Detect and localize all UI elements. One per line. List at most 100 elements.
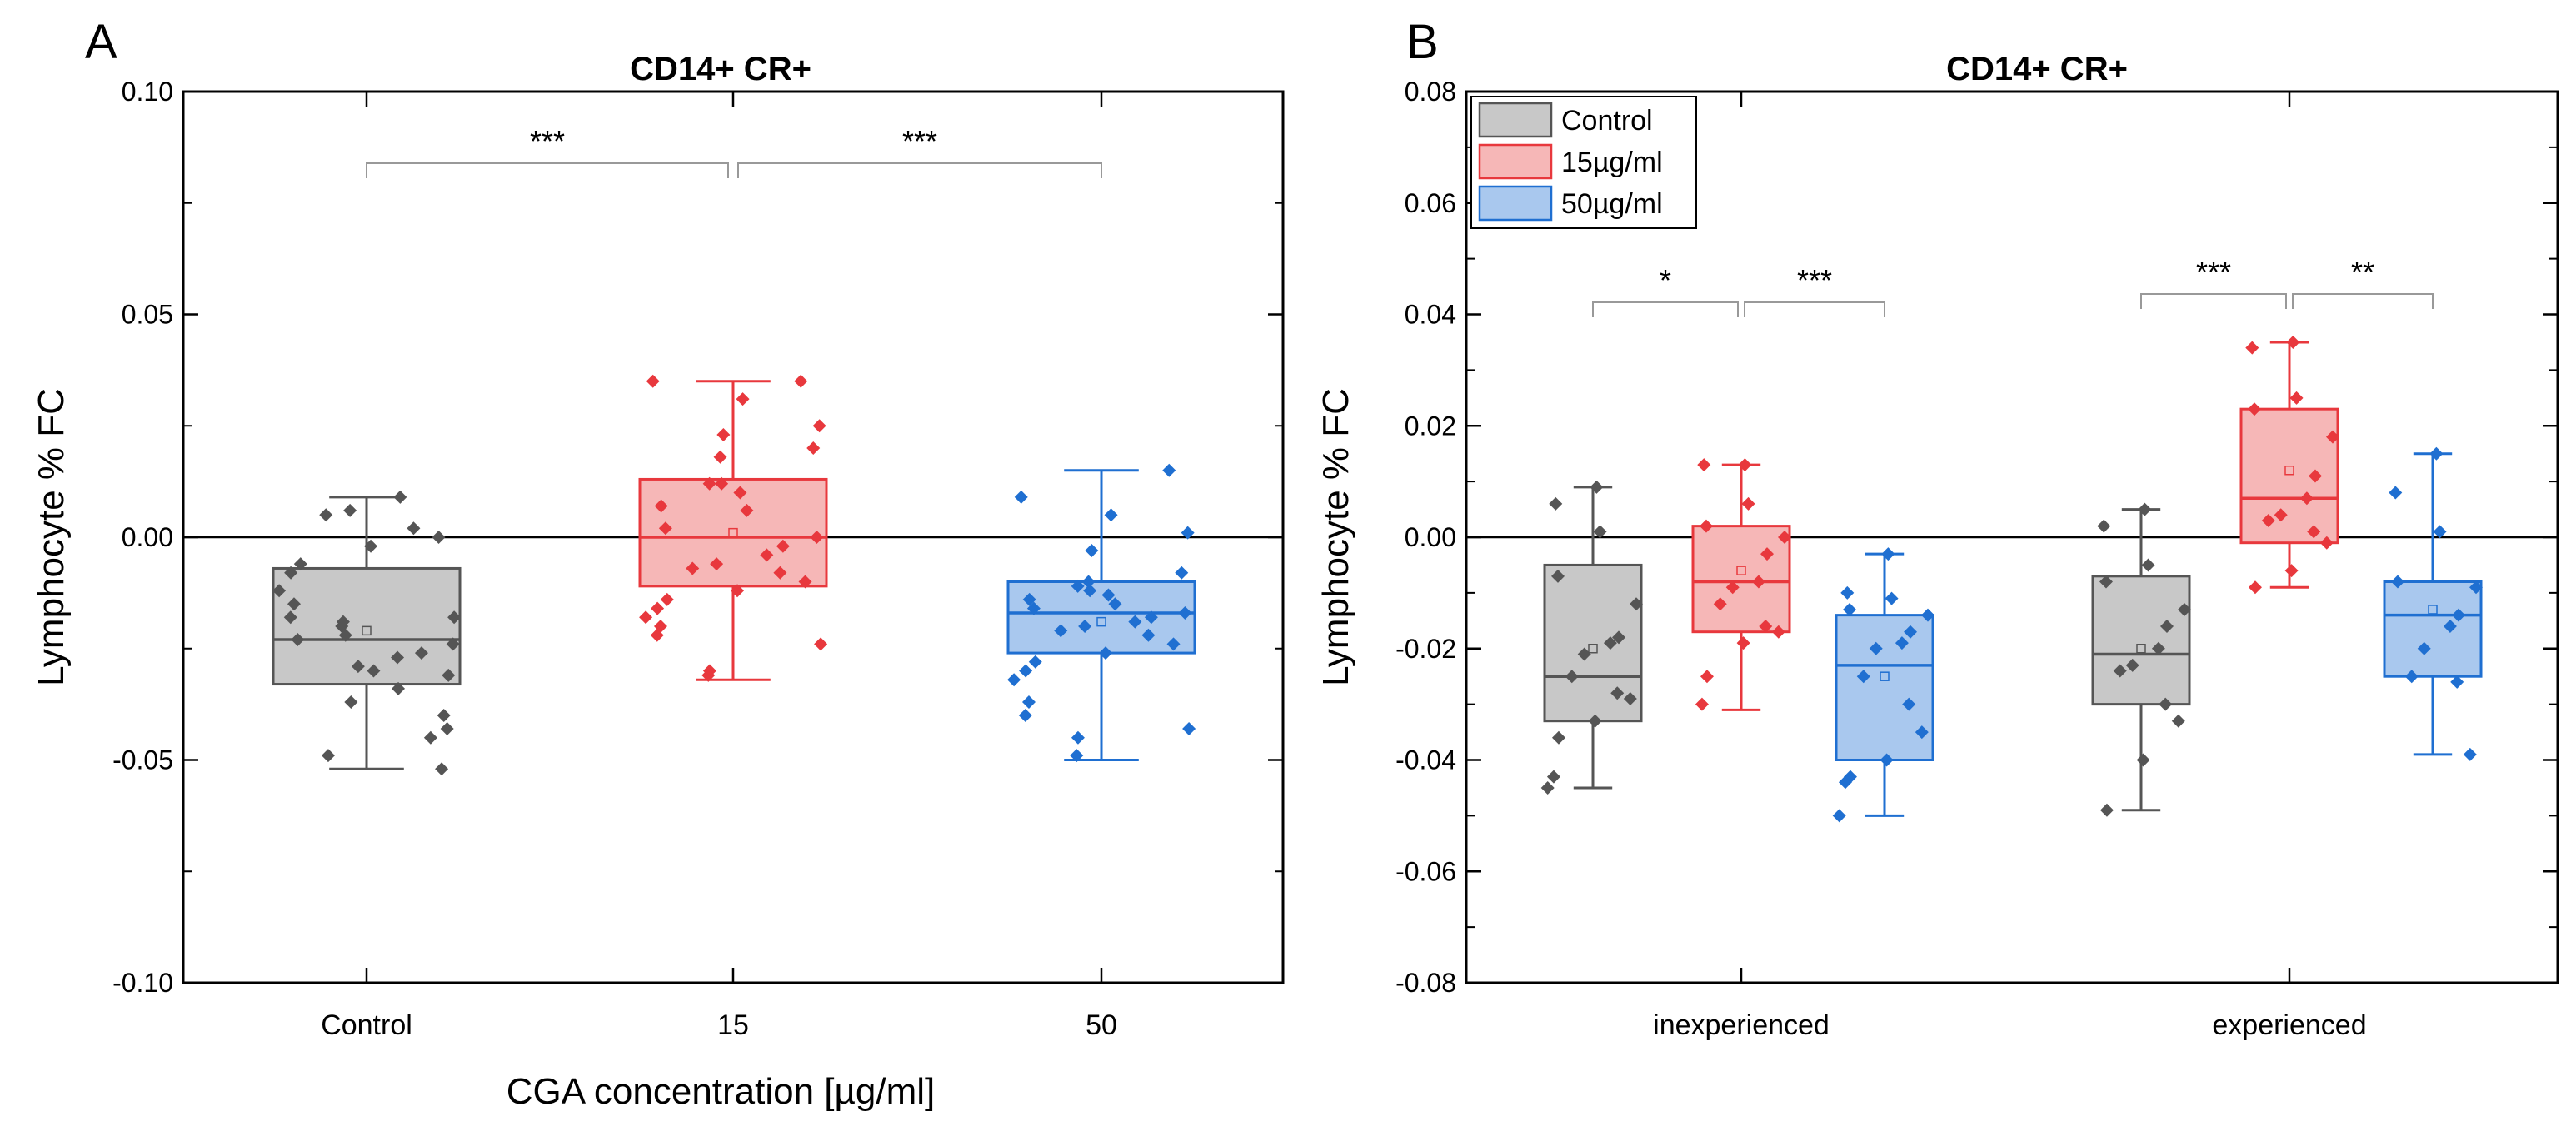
panel-a-50-point — [1128, 615, 1142, 629]
panel-b-box-1-point — [1760, 547, 1775, 561]
panel-b-box-0-point — [1603, 636, 1617, 650]
panel-b-box-0-mean — [1588, 644, 1598, 654]
panel-a-50-point — [1026, 601, 1041, 615]
panel-a-control-point — [364, 539, 378, 553]
panel-a-15-point — [798, 575, 812, 589]
panel-b-box-0-point — [1588, 714, 1602, 728]
panel-b-box-3-point — [2160, 620, 2174, 633]
panel-a-control-point — [407, 521, 421, 536]
panel-b-box-4-point — [2326, 430, 2340, 444]
panel-a-50-point — [1166, 637, 1181, 651]
panel-a-50-point — [1108, 597, 1122, 611]
panel-b-box-3-point — [2125, 658, 2139, 672]
panel-a-control-point — [414, 646, 428, 660]
panel-a-control-point — [447, 610, 462, 625]
panel-b-box-3-point — [2171, 714, 2185, 728]
panel-b-box-2-point — [1838, 775, 1852, 790]
panel-b-box-5-mean — [2428, 605, 2438, 615]
panel-a-category-label: 50 — [1086, 1009, 1117, 1041]
panel-a-50-point — [1141, 628, 1156, 642]
panel-b-box-3-point — [2097, 519, 2111, 533]
panel-b-box-5-point — [2469, 580, 2484, 595]
panel-a-15-point — [702, 476, 716, 491]
panel-b-box-5-point — [2463, 747, 2477, 761]
panel-a-15-point — [760, 548, 774, 562]
panel-b-box-0-point — [1549, 496, 1563, 511]
panel-a-50-point — [1078, 620, 1092, 633]
panel-a-15-mean — [728, 527, 738, 538]
panel-b-box-5-point — [2389, 486, 2403, 500]
panel-b-box-4-point — [2284, 564, 2299, 578]
panel-a-ytick-label: -0.10 — [112, 968, 173, 998]
panel-b-box-4-point — [2307, 525, 2321, 539]
panel-b-ytick-label: -0.04 — [1395, 745, 1456, 775]
legend-label-50: 50µg/ml — [1561, 188, 1663, 220]
panel-a-ytick-label: 0.10 — [122, 77, 173, 107]
legend-label-control: Control — [1561, 105, 1653, 137]
panel-b-box-4-point — [2309, 469, 2323, 483]
panel-a-ytick-label: 0.05 — [122, 300, 173, 330]
panel-a-50-point — [1071, 730, 1085, 745]
panel-a-50-point — [1007, 673, 1021, 687]
panel-a-50-point — [1070, 749, 1084, 763]
panel-a-15-point — [773, 566, 787, 580]
panel-a-15-point — [733, 486, 747, 500]
panel-b-plot: -0.08 -0.06 -0.04 -0.02 0.00 0.02 0.04 0.06 0.08… — [1395, 77, 2558, 1041]
panel-a-sig-1-bracket — [366, 162, 729, 178]
panel-a-50-point — [1085, 544, 1099, 558]
panel-b-sig-3-bracket — [2140, 293, 2287, 309]
panel-b-box-1-point — [1725, 580, 1740, 595]
panel-b-box-2-point — [1880, 753, 1894, 767]
panel-a-15-point — [654, 499, 668, 513]
panel-b-box-2-mean — [1880, 671, 1890, 681]
panel-b-box-4-box — [2239, 407, 2339, 545]
panel-a-50-point — [1175, 566, 1189, 580]
panel-b-box-3-point — [2178, 602, 2192, 616]
panel-b-box-1-point — [1713, 597, 1727, 611]
panel-b-box-1-point — [1771, 625, 1785, 639]
panel-b-box-5-point — [2390, 575, 2404, 589]
panel-b-box-2-point — [1885, 591, 1899, 605]
panel-b-box-3-point — [2138, 502, 2152, 516]
panel-a-ytick-label: -0.05 — [112, 745, 173, 775]
panel-a-control-point — [423, 730, 437, 745]
panel-b-box-1-point — [1738, 458, 1752, 472]
panel-b-box-1-point — [1751, 575, 1765, 589]
panel-a-50-mean — [1096, 616, 1106, 627]
panel-a-control-point — [283, 610, 297, 625]
panel-a-plot: -0.10 -0.05 0.00 0.05 0.10 Control 15 50 *** *** — [112, 77, 1283, 1041]
panel-b-box-5-point — [2443, 620, 2457, 633]
panel-b-ytick-label: -0.02 — [1395, 634, 1456, 664]
panel-b-box-5-box — [2383, 580, 2483, 678]
legend-swatch-control — [1478, 102, 1553, 138]
panel-a-15-point — [646, 374, 660, 388]
panel-b-box-4-mean — [2284, 466, 2294, 476]
panel-b-box-1-point — [1700, 670, 1714, 684]
panel-b-box-3-mean — [2136, 644, 2146, 654]
panel-b-box-3-point — [2113, 664, 2127, 678]
panel-b-sig-1-bracket — [1592, 301, 1739, 317]
panel-a-control-point — [284, 566, 298, 580]
panel-b-box-0-point — [1593, 525, 1607, 539]
panel-a-control-point — [344, 695, 358, 709]
panel-a-title: CD14+ CR+ — [630, 51, 811, 87]
panel-a-15-point — [651, 601, 665, 615]
panel-b-box-3-point — [2141, 558, 2155, 572]
panel-b-box-2-point — [1921, 608, 1935, 622]
panel-b-box-0-point — [1540, 780, 1555, 795]
panel-b-box-3-point — [2151, 641, 2165, 655]
panel-a-50-point — [1083, 584, 1097, 598]
panel-a-15-point — [794, 374, 808, 388]
panel-a-50-point — [1144, 610, 1158, 625]
panel-b-box-3-box — [2091, 575, 2191, 706]
panel-a-control-point — [367, 664, 381, 678]
panel-b-ytick-label: 0.06 — [1405, 188, 1456, 218]
panel-a-50-point — [1081, 575, 1096, 589]
panel-a-sig-2-label: *** — [902, 124, 937, 158]
panel-b-box-3-point — [2099, 575, 2113, 589]
panel-b-box-0-point — [1550, 569, 1565, 583]
panel-a-50-point — [1054, 624, 1068, 638]
panel-b-box-5-point — [2429, 446, 2444, 461]
panel-a-control-point — [287, 597, 301, 611]
panel-b-box-4-point — [2245, 341, 2259, 355]
